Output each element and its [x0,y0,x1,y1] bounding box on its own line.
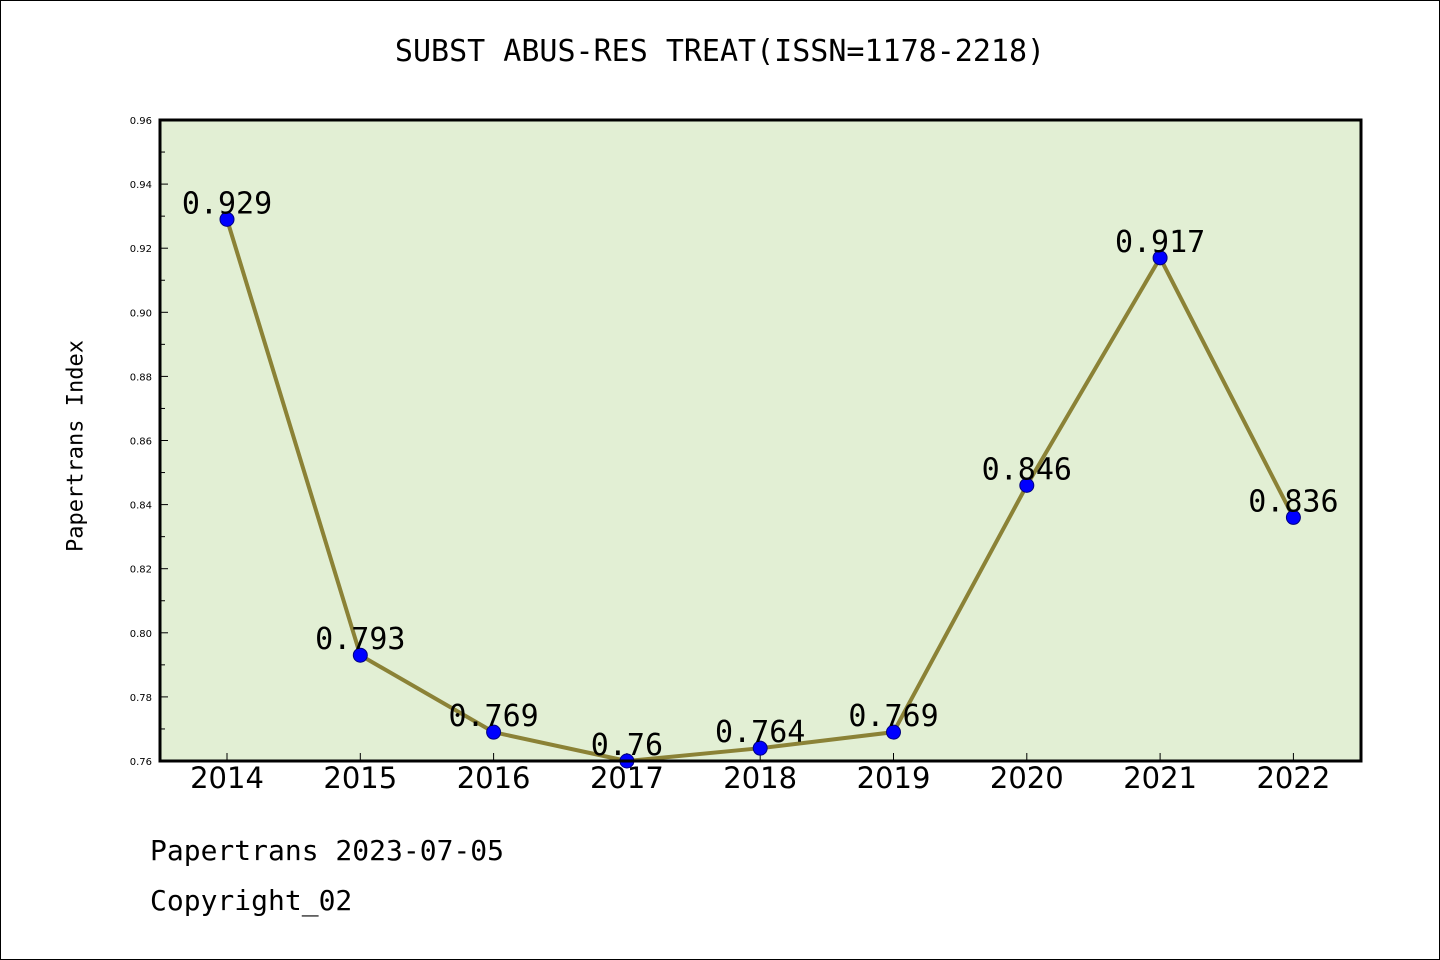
data-point [1152,250,1168,266]
data-label: 0.917 [1115,225,1205,260]
data-point [352,647,368,663]
x-tick-label: 2016 [457,761,531,795]
data-point [752,740,768,756]
data-label: 0.836 [1248,484,1338,519]
x-tick-label: 2015 [323,761,397,795]
x-tick-label: 2022 [1256,761,1330,795]
y-tick-label: 0.80 [130,629,152,640]
chart-title: SUBST ABUS-RES TREAT(ISSN=1178-2218) [394,34,1046,69]
x-tick-label: 2014 [190,761,264,795]
data-label: 0.846 [982,452,1072,487]
data-label: 0.769 [848,699,938,734]
data-label: 0.769 [448,699,538,734]
data-point [886,724,901,740]
data-label: 0.764 [715,715,805,750]
data-point [486,724,502,740]
data-label: 0.76 [591,728,663,763]
y-tick-label: 0.78 [130,693,152,704]
y-tick-label: 0.76 [130,757,152,768]
y-tick-label: 0.96 [130,116,152,127]
data-label: 0.793 [315,622,405,657]
y-tick-label: 0.92 [130,244,152,255]
footer-date: Papertrans 2023-07-05 [150,834,505,867]
x-tick-label: 2021 [1123,761,1197,795]
y-tick-label: 0.84 [130,501,152,512]
x-tick-label: 2018 [723,761,797,795]
data-point [1019,477,1035,493]
x-tick-label: 2020 [990,761,1064,795]
y-tick-label: 0.82 [130,565,152,576]
data-point [219,211,235,227]
y-tick-label: 0.88 [130,372,152,383]
data-label: 0.929 [182,186,272,221]
plot-frame [158,118,1363,763]
data-point [1285,509,1301,525]
footer-copyright: Copyright_02 [150,884,353,917]
plot-area [160,120,1361,761]
y-tick-label: 0.90 [130,308,152,319]
y-tick-label: 0.94 [130,180,152,191]
x-tick-label: 2019 [857,761,931,795]
y-tick-label: 0.86 [130,437,152,448]
